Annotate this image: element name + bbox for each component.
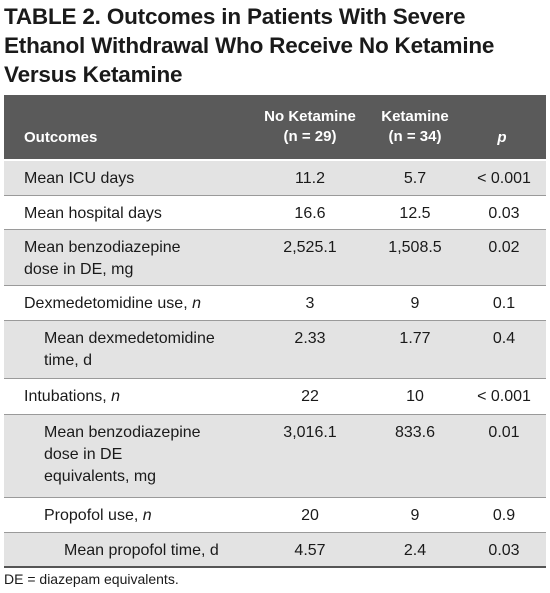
row-no-ketamine-value: 22 [301, 388, 319, 405]
row-outcome-text: Dexmedetomidine use, [24, 295, 193, 312]
row-p-value: 0.4 [492, 330, 516, 347]
header-no-ketamine: No Ketamine (n = 29) [256, 107, 364, 147]
header-no-ketamine-label: No Ketamine [264, 108, 356, 125]
row-no-ketamine-value: 2.33 [294, 330, 326, 347]
row-ketamine-value: 5.7 [403, 170, 427, 187]
header-ketamine-label: Ketamine [381, 108, 449, 125]
row-no-ketamine-value: 20 [301, 507, 319, 524]
row-ketamine-value: 2.4 [403, 542, 427, 559]
header-outcomes: Outcomes [24, 129, 98, 146]
row-divider [4, 497, 546, 498]
row-no-ketamine-value: 2,525.1 [283, 239, 337, 256]
table-bottom-rule [4, 566, 546, 568]
row-ketamine-value: 1.77 [399, 330, 431, 347]
row-p-value: 0.03 [488, 542, 520, 559]
row-no-ketamine-value: 3 [305, 295, 315, 312]
row-no-ketamine-value: 11.2 [295, 170, 325, 187]
row-outcome: Propofol use, n [44, 505, 152, 527]
row-outcome: Mean ICU days [24, 170, 135, 187]
row-outcome-italic: n [192, 295, 201, 312]
table-title: TABLE 2. Outcomes in Patients With Sever… [4, 2, 544, 89]
row-outcome: Mean hospital days [24, 205, 162, 222]
row-divider [4, 229, 546, 230]
row-outcome-text: Propofol use, [44, 507, 143, 524]
row-outcome-italic: n [111, 388, 121, 405]
row-outcome-italic: n [142, 507, 152, 524]
row-divider [4, 532, 546, 533]
row-p-value: < 0.001 [477, 170, 531, 187]
row-outcome-line2: dose in DE, mg [24, 261, 134, 278]
row-divider [4, 195, 546, 196]
row-outcome-line2: dose in DE [44, 446, 123, 463]
header-ketamine: Ketamine (n = 34) [372, 107, 458, 147]
row-ketamine-value: 12.5 [399, 205, 431, 222]
row-p-value: 0.1 [492, 295, 516, 312]
row-outcome-line2: time, d [44, 352, 93, 369]
row-outcome: Intubations, n [24, 386, 120, 408]
row-outcome: Mean dexmedetomidine time, d [44, 328, 215, 372]
row-divider [4, 414, 546, 415]
row-outcome: Mean benzodiazepine dose in DE, mg [24, 237, 181, 281]
row-ketamine-value: 9 [410, 295, 420, 312]
row-divider [4, 320, 546, 321]
header-ketamine-n: (n = 34) [388, 128, 442, 145]
table-row: Mean hospital days 16.6 12.5 0.03 [4, 196, 546, 229]
table-row: Intubations, n 22 10 < 0.001 [4, 379, 546, 414]
row-p-value: 0.03 [488, 205, 520, 222]
row-ketamine-value: 833.6 [394, 424, 436, 441]
row-outcome-line1: Mean dexmedetomidine [44, 330, 215, 347]
row-outcome-text: Intubations, [24, 388, 112, 405]
row-p-value: 0.9 [492, 507, 516, 524]
table-header-row: Outcomes No Ketamine (n = 29) Ketamine (… [4, 95, 546, 159]
table-label: TABLE 2. [4, 4, 101, 29]
header-p: p [497, 129, 507, 146]
table-row: Dexmedetomidine use, n 3 9 0.1 [4, 286, 546, 320]
header-no-ketamine-n: (n = 29) [283, 128, 337, 145]
row-outcome-line1: Mean benzodiazepine [44, 424, 201, 441]
table-row: Mean ICU days 11.2 5.7 < 0.001 [4, 161, 546, 195]
row-ketamine-value: 1,508.5 [388, 239, 442, 256]
table-row: Propofol use, n 20 9 0.9 [4, 498, 546, 532]
table-row: Mean propofol time, d 4.57 2.4 0.03 [4, 533, 546, 566]
row-outcome-line1: Mean benzodiazepine [24, 239, 181, 256]
table-title-text: Outcomes in Patients With Severe Ethanol… [4, 4, 495, 87]
row-p-value: 0.02 [488, 239, 520, 256]
row-divider [4, 378, 546, 379]
table-row: Mean benzodiazepine dose in DE, mg 2,525… [4, 230, 546, 285]
row-no-ketamine-value: 4.57 [294, 542, 326, 559]
row-outcome: Mean benzodiazepine dose in DE equivalen… [44, 422, 201, 488]
row-no-ketamine-value: 3,016.1 [283, 424, 337, 441]
row-divider [4, 285, 546, 286]
table-row: Mean benzodiazepine dose in DE equivalen… [4, 415, 546, 497]
row-ketamine-value: 9 [410, 507, 420, 524]
row-outcome-line3: equivalents, mg [44, 468, 157, 485]
table-footnote: DE = diazepam equivalents. [4, 571, 179, 587]
row-ketamine-value: 10 [406, 388, 424, 405]
row-p-value: 0.01 [488, 424, 520, 441]
row-outcome: Dexmedetomidine use, n [24, 293, 201, 315]
row-p-value: < 0.001 [477, 388, 531, 405]
row-no-ketamine-value: 16.6 [294, 205, 326, 222]
table-row: Mean dexmedetomidine time, d 2.33 1.77 0… [4, 321, 546, 378]
row-outcome: Mean propofol time, d [64, 542, 219, 559]
